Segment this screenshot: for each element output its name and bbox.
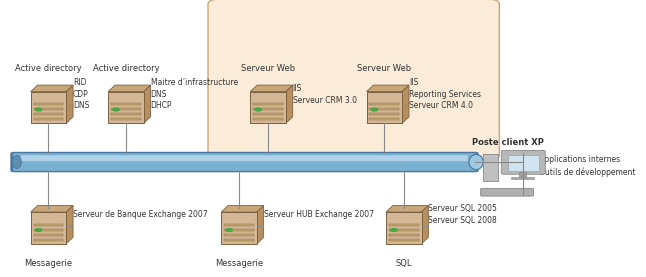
Circle shape [36, 229, 42, 232]
FancyBboxPatch shape [111, 118, 141, 120]
Text: Serveur Web: Serveur Web [357, 65, 412, 73]
FancyBboxPatch shape [224, 239, 254, 241]
Text: RID
CDP
DNS: RID CDP DNS [73, 78, 89, 111]
Text: Messagerie: Messagerie [25, 259, 72, 268]
Text: Poste client XP: Poste client XP [472, 138, 543, 147]
FancyBboxPatch shape [253, 108, 283, 110]
FancyBboxPatch shape [111, 108, 141, 110]
Text: Active directory: Active directory [15, 65, 82, 73]
FancyBboxPatch shape [386, 212, 422, 244]
Circle shape [255, 108, 262, 111]
Polygon shape [402, 85, 409, 123]
Text: Maitre d’infrastructure
DNS
DHCP: Maitre d’infrastructure DNS DHCP [151, 78, 238, 111]
Ellipse shape [12, 156, 21, 168]
Text: Messagerie: Messagerie [215, 259, 263, 268]
FancyBboxPatch shape [511, 177, 534, 179]
FancyBboxPatch shape [34, 234, 63, 236]
Text: SQL: SQL [395, 259, 412, 268]
Polygon shape [109, 85, 151, 92]
Polygon shape [31, 206, 73, 212]
FancyBboxPatch shape [483, 154, 498, 181]
Polygon shape [257, 206, 264, 244]
Text: IIS
Reporting Services
Serveur CRM 4.0: IIS Reporting Services Serveur CRM 4.0 [409, 78, 481, 111]
Text: Applications internes
Outils de développement: Applications internes Outils de développ… [539, 155, 636, 177]
Text: Serveur HUB Exchange 2007: Serveur HUB Exchange 2007 [264, 210, 373, 219]
Text: Active directory: Active directory [92, 65, 160, 73]
FancyBboxPatch shape [31, 212, 67, 244]
FancyBboxPatch shape [10, 152, 479, 172]
Text: IIS
Serveur CRM 3.0: IIS Serveur CRM 3.0 [293, 84, 357, 105]
FancyBboxPatch shape [34, 239, 63, 241]
FancyBboxPatch shape [208, 0, 499, 160]
FancyBboxPatch shape [389, 224, 419, 226]
FancyBboxPatch shape [389, 239, 419, 241]
FancyBboxPatch shape [481, 188, 534, 196]
Text: Serveur SQL 2005
Serveur SQL 2008: Serveur SQL 2005 Serveur SQL 2008 [428, 204, 497, 225]
Polygon shape [367, 85, 409, 92]
FancyBboxPatch shape [224, 224, 254, 226]
Circle shape [36, 108, 42, 111]
Polygon shape [221, 206, 264, 212]
Text: Serveur de Banque Exchange 2007: Serveur de Banque Exchange 2007 [73, 210, 207, 219]
Polygon shape [386, 206, 428, 212]
FancyBboxPatch shape [221, 212, 256, 244]
FancyBboxPatch shape [370, 118, 399, 120]
FancyBboxPatch shape [508, 155, 539, 171]
FancyBboxPatch shape [34, 103, 63, 105]
Polygon shape [66, 206, 73, 244]
FancyBboxPatch shape [111, 113, 141, 115]
FancyBboxPatch shape [34, 229, 63, 231]
FancyBboxPatch shape [370, 113, 399, 115]
FancyBboxPatch shape [370, 108, 399, 110]
Polygon shape [144, 85, 151, 123]
Polygon shape [250, 85, 293, 92]
Polygon shape [421, 206, 428, 244]
FancyBboxPatch shape [34, 118, 63, 120]
FancyBboxPatch shape [224, 234, 254, 236]
Polygon shape [31, 85, 73, 92]
FancyBboxPatch shape [253, 113, 283, 115]
Circle shape [371, 108, 378, 111]
FancyBboxPatch shape [31, 92, 67, 123]
FancyBboxPatch shape [109, 92, 144, 123]
FancyBboxPatch shape [250, 92, 286, 123]
FancyBboxPatch shape [224, 229, 254, 231]
Text: Serveur Web: Serveur Web [241, 65, 295, 73]
Polygon shape [66, 85, 73, 123]
FancyBboxPatch shape [21, 155, 468, 161]
FancyBboxPatch shape [367, 92, 402, 123]
FancyBboxPatch shape [389, 234, 419, 236]
Circle shape [226, 229, 233, 232]
FancyBboxPatch shape [13, 153, 477, 171]
Circle shape [113, 108, 120, 111]
FancyBboxPatch shape [370, 103, 399, 105]
FancyBboxPatch shape [389, 229, 419, 231]
FancyBboxPatch shape [34, 113, 63, 115]
FancyBboxPatch shape [111, 103, 141, 105]
FancyBboxPatch shape [34, 108, 63, 110]
Polygon shape [286, 85, 293, 123]
FancyBboxPatch shape [519, 172, 526, 177]
FancyBboxPatch shape [253, 118, 283, 120]
FancyBboxPatch shape [34, 224, 63, 226]
Ellipse shape [469, 155, 483, 170]
FancyBboxPatch shape [501, 150, 545, 174]
Circle shape [391, 229, 397, 232]
FancyBboxPatch shape [253, 103, 283, 105]
